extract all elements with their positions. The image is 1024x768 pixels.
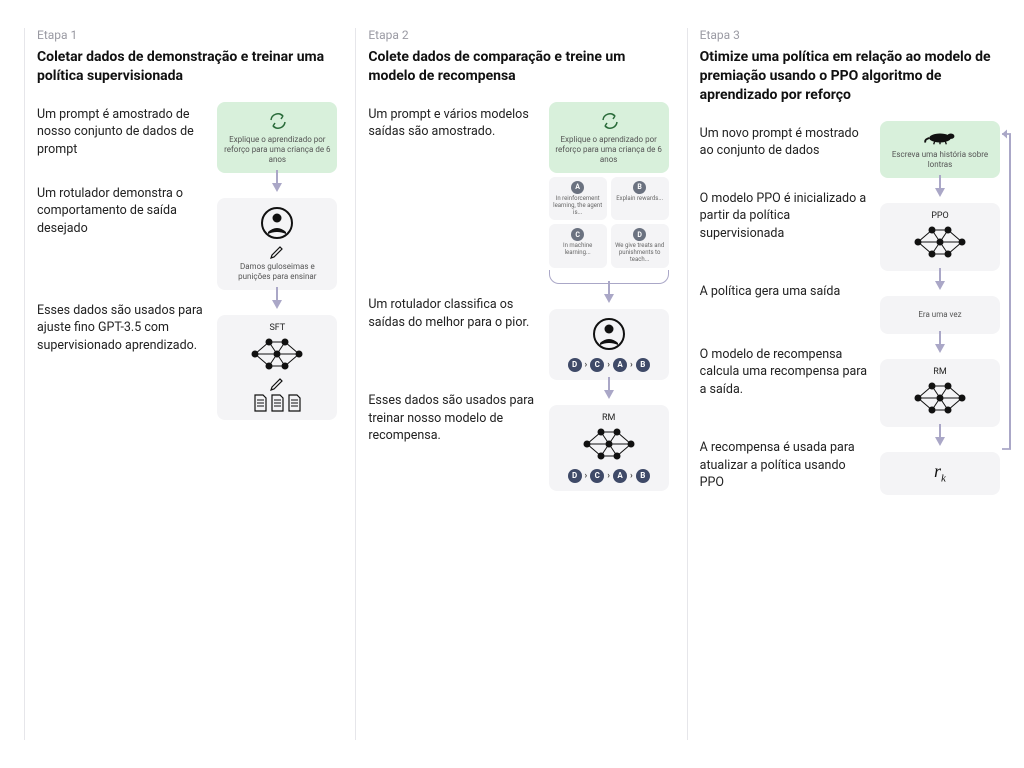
sft-label: SFT (223, 323, 331, 334)
docs-row (223, 394, 331, 412)
labeler-card: Damos guloseimas e punições para ensinar (217, 198, 337, 290)
ppo-card: PPO (880, 203, 1000, 271)
prompt-text: Escreva uma história sobre lontras (886, 150, 994, 170)
reward-symbol: r (934, 461, 941, 481)
arrow-icon (935, 344, 945, 353)
person-icon (592, 317, 626, 351)
step3-desc4: O modelo de recompensa calcula uma recom… (700, 342, 870, 399)
arrow-icon (604, 294, 614, 303)
nn-icon (581, 426, 637, 462)
step-2-column: Etapa 2 Colete dados de comparação e tre… (355, 28, 668, 740)
output-card: Era uma vez (880, 296, 1000, 334)
output-text: Era uma vez (886, 304, 994, 326)
sample-d: DWe give treats and punishments to teach… (611, 224, 669, 268)
step3-desc3: A política gera uma saída (700, 279, 870, 301)
ppo-label: PPO (886, 211, 994, 222)
ranking-row: D› C› A› B (555, 358, 663, 372)
step3-desc2: O modelo PPO é inicializado a partir da … (700, 186, 870, 243)
nn-icon (912, 380, 968, 416)
nn-icon (912, 224, 968, 260)
prompt-card: Explique o aprendizado por reforço para … (549, 102, 669, 173)
cycle-icon (266, 110, 288, 132)
step2-desc2: Um rotulador classifica os saídas do mel… (368, 292, 538, 331)
prompt-card: Escreva uma história sobre lontras (880, 121, 1000, 178)
step1-desc3: Esses dados são usados para ajuste fino … (37, 298, 207, 355)
sample-a: AIn reinforcement learning, the agent is… (549, 177, 607, 221)
person-icon (260, 206, 294, 240)
rlhf-diagram: Etapa 1 Coletar dados de demonstração e … (24, 28, 1000, 740)
arrow-icon (604, 390, 614, 399)
rm-card: RM (880, 359, 1000, 427)
step1-desc2: Um rotulador demonstra o comportamento d… (37, 181, 207, 238)
step-3-column: Etapa 3 Otimize uma política em relação … (687, 28, 1000, 740)
doc-icon (253, 394, 268, 412)
otter-icon (921, 129, 959, 147)
step-3-label: Etapa 3 (700, 28, 1000, 42)
rm-label: RM (555, 413, 663, 424)
step3-desc1: Um novo prompt é mostrado ao conjunto de… (700, 121, 870, 160)
step-1-column: Etapa 1 Coletar dados de demonstração e … (24, 28, 337, 740)
step2-desc3: Esses dados são usados para treinar noss… (368, 388, 538, 445)
step-2-label: Etapa 2 (368, 28, 668, 42)
sample-b: BExplain rewards... (611, 177, 669, 221)
arrow-icon (935, 437, 945, 446)
doc-icon (270, 394, 285, 412)
ranking-row: D› C› A› B (555, 469, 663, 483)
step1-desc1: Um prompt é amostrado de nosso conjunto … (37, 102, 207, 159)
sample-c: CIn machine learning... (549, 224, 607, 268)
prompt-card: Explique o aprendizado por reforço para … (217, 102, 337, 173)
doc-icon (287, 394, 302, 412)
feedback-arrow-icon (1000, 125, 1014, 485)
pencil-icon (270, 243, 284, 259)
rm-label: RM (886, 367, 994, 378)
arrow-icon (935, 188, 945, 197)
step-3-title: Otimize uma política em relação ao model… (700, 48, 1000, 105)
reward-sub: k (941, 473, 946, 485)
ranker-card: D› C› A› B (549, 309, 669, 380)
pencil-icon (270, 375, 284, 391)
reward-card: rk (880, 452, 1000, 494)
step2-desc1: Um prompt e vários modelos saídas são am… (368, 102, 538, 141)
prompt-text: Explique o aprendizado por reforço para … (223, 135, 331, 165)
rm-card: RM D› C› A› B (549, 405, 669, 491)
labeler-text: Damos guloseimas e punições para ensinar (223, 262, 331, 282)
cycle-icon (598, 110, 620, 132)
nn-icon (249, 336, 305, 372)
arrow-icon (272, 300, 282, 309)
samples-grid: AIn reinforcement learning, the agent is… (549, 177, 669, 268)
arrow-icon (272, 183, 282, 192)
step-1-label: Etapa 1 (37, 28, 337, 42)
prompt-text: Explique o aprendizado por reforço para … (555, 135, 663, 165)
sft-card: SFT (217, 315, 337, 420)
step3-desc5: A recompensa é usada para atualizar a po… (700, 435, 870, 492)
step-2-title: Colete dados de comparação e treine um m… (368, 48, 668, 86)
arrow-icon (935, 281, 945, 290)
step-1-title: Coletar dados de demonstração e treinar … (37, 48, 337, 86)
